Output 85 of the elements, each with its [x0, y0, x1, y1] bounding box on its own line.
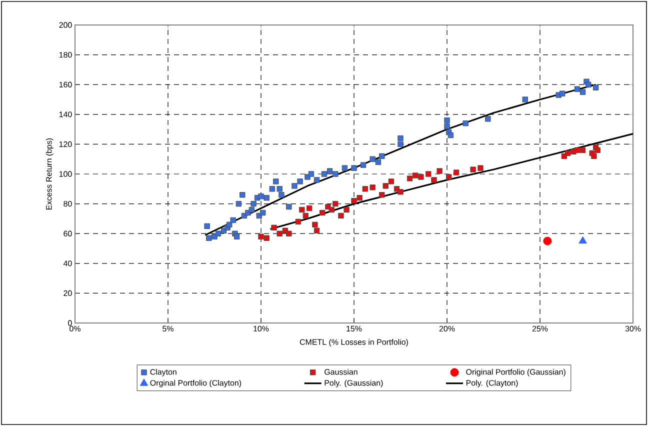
point: [594, 147, 601, 154]
point: [264, 235, 270, 241]
point: [314, 228, 320, 234]
point: [326, 168, 333, 174]
point: [321, 171, 328, 177]
point: [215, 230, 222, 236]
point: [308, 171, 314, 177]
point: [453, 170, 460, 176]
point: [260, 210, 266, 216]
point: [258, 194, 264, 200]
point: [444, 118, 450, 124]
point: [328, 206, 335, 213]
point: [379, 153, 385, 159]
point: [574, 86, 580, 92]
point: [240, 192, 246, 198]
point: [362, 186, 368, 192]
point: [559, 90, 566, 96]
point: [586, 82, 592, 88]
point: [446, 174, 452, 180]
point: [297, 178, 303, 184]
point: [286, 204, 292, 210]
point: [388, 178, 394, 184]
point: [360, 162, 366, 168]
point: [306, 205, 312, 212]
point: [382, 183, 388, 189]
point: [418, 174, 424, 180]
point: [332, 200, 338, 207]
point: [412, 172, 418, 178]
point: [426, 171, 432, 177]
point: [580, 147, 586, 154]
point: [271, 224, 277, 230]
point: [292, 183, 298, 189]
point: [314, 177, 320, 183]
point: [591, 153, 597, 159]
point: [312, 222, 318, 228]
point: [478, 165, 484, 171]
point: [226, 222, 232, 228]
point: [356, 194, 362, 201]
point: [273, 178, 279, 184]
point: [398, 189, 404, 195]
point: [351, 165, 357, 171]
point: [448, 132, 454, 138]
point: [342, 165, 348, 171]
point: [204, 223, 210, 229]
point: [338, 212, 344, 219]
point: [406, 176, 413, 182]
point: [470, 166, 476, 172]
point: [250, 200, 256, 207]
point: [370, 156, 376, 162]
point: [276, 186, 282, 192]
point: [276, 230, 282, 236]
point: [543, 236, 552, 246]
point: [375, 159, 382, 165]
point: [580, 89, 586, 95]
point: [370, 184, 376, 190]
point: [302, 212, 308, 219]
point: [578, 236, 587, 244]
point: [299, 206, 305, 213]
point: [344, 206, 350, 213]
point: [258, 234, 264, 240]
point: [320, 210, 326, 216]
point: [230, 217, 236, 224]
point: [286, 230, 292, 236]
point: [431, 177, 437, 183]
point: [398, 135, 404, 142]
point: [379, 192, 385, 198]
point: [462, 120, 468, 126]
point: [236, 200, 242, 207]
point: [565, 150, 571, 156]
point: [278, 192, 284, 198]
point: [592, 84, 599, 90]
point: [332, 171, 338, 177]
point: [351, 198, 357, 204]
point: [248, 206, 255, 213]
point: [269, 186, 276, 192]
point: [522, 96, 528, 102]
point: [436, 168, 442, 174]
point: [398, 141, 404, 148]
point: [485, 116, 491, 122]
point: [206, 235, 212, 241]
point: [234, 234, 240, 240]
point: [264, 194, 270, 201]
point: [444, 123, 450, 130]
point: [295, 218, 302, 225]
point: [574, 147, 580, 154]
